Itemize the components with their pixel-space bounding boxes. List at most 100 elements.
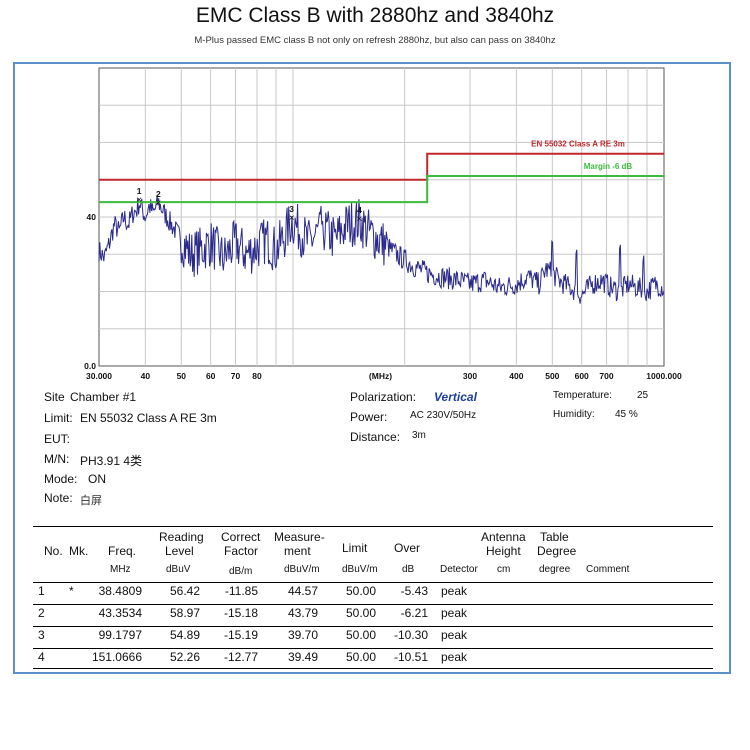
x-tick-label: 500 <box>545 371 559 381</box>
unit-measure: dBuV/m <box>284 564 320 575</box>
col-antenna-header-2: Height <box>486 544 521 558</box>
polarization-label: Polarization: <box>350 390 417 404</box>
table-cell-over: -10.30 <box>393 628 428 642</box>
unit-freq: MHz <box>110 564 131 575</box>
peak-marker-label: 4 <box>357 205 362 215</box>
unit-antenna: cm <box>497 564 511 575</box>
x-axis-label: (MHz) <box>369 371 392 381</box>
table-row-rule <box>33 648 713 649</box>
table-cell-limit: 50.00 <box>345 628 376 642</box>
table-cell-over: -5.43 <box>400 584 428 598</box>
table-cell-no: 3 <box>38 628 45 642</box>
peak-marker: × <box>155 198 161 209</box>
col-limit-header: Limit <box>342 541 368 555</box>
humidity-label: Humidity: <box>553 409 595 420</box>
x-tick-label: 60 <box>206 371 216 381</box>
col-freq-header: Freq. <box>108 544 137 558</box>
col-reading-header-2: Level <box>165 544 194 558</box>
table-row-rule <box>33 604 713 605</box>
peak-marker-label: 3 <box>289 204 294 214</box>
mode-value: ON <box>88 472 106 486</box>
report-frame <box>13 62 731 674</box>
margin-line <box>99 175 664 204</box>
x-tick-label: 50 <box>177 371 187 381</box>
peak-marker: × <box>357 214 363 225</box>
table-cell-no: 1 <box>38 584 45 598</box>
col-no-header: No. <box>44 544 63 558</box>
col-correct-header-1: Correct <box>221 530 261 544</box>
table-cell-freq: 151.0666 <box>91 650 142 664</box>
table-cell-reading: 56.42 <box>169 584 200 598</box>
unit-correct: dB/m <box>229 566 253 577</box>
emission-trace <box>98 194 665 304</box>
table-cell-detector: peak <box>441 584 468 598</box>
table-cell-reading: 52.26 <box>169 650 200 664</box>
note-value: 白屏 <box>80 494 102 507</box>
table-cell-correct: -12.77 <box>223 650 258 664</box>
polarization-value: Vertical <box>434 390 477 404</box>
table-cell-freq: 99.1797 <box>98 628 142 642</box>
unit-detector: Detector <box>440 564 478 575</box>
table-cell-measure: 39.70 <box>287 628 318 642</box>
table-cell-measure: 44.57 <box>287 584 318 598</box>
x-tick-label: 80 <box>252 371 262 381</box>
table-cell-no: 4 <box>38 650 45 664</box>
table-cell-freq: 43.3534 <box>98 606 142 620</box>
table-cell-over: -10.51 <box>393 650 428 664</box>
mn-label: M/N: <box>44 452 70 466</box>
mode-label: Mode: <box>44 472 78 486</box>
table-header-rule <box>33 582 713 583</box>
x-tick-label: 30.000 <box>86 371 112 381</box>
table-cell-detector: peak <box>441 628 468 642</box>
distance-label: Distance: <box>350 430 401 444</box>
col-antenna-header-1: Antenna <box>481 530 526 544</box>
y-tick-label: 40 <box>87 212 97 222</box>
page-subtitle: M-Plus passed EMC class B not only on re… <box>194 35 556 46</box>
col-mk-header: Mk. <box>69 544 89 558</box>
table-cell-correct: -11.85 <box>224 584 258 598</box>
table-cell-detector: peak <box>441 606 468 620</box>
col-table-header-1: Table <box>540 530 569 544</box>
unit-over: dB <box>402 564 415 575</box>
eut-label: EUT: <box>44 432 71 446</box>
peak-marker: × <box>136 195 142 206</box>
unit-reading: dBuV <box>166 564 191 575</box>
col-over-header: Over <box>394 541 421 555</box>
peak-marker-label: 2 <box>156 189 161 199</box>
unit-limit: dBuV/m <box>342 564 378 575</box>
peak-marker-label: 1 <box>137 186 142 196</box>
table-cell-correct: -15.18 <box>223 606 258 620</box>
note-label: Note: <box>44 491 73 505</box>
page-title: EMC Class B with 2880hz and 3840hz <box>195 4 555 27</box>
humidity-value: 45 % <box>615 409 638 420</box>
limit-line <box>99 152 664 181</box>
table-bottom-rule <box>33 668 713 669</box>
x-tick-label: 600 <box>575 371 589 381</box>
table-cell-mk: * <box>69 584 74 598</box>
temperature-label: Temperature: <box>553 390 612 401</box>
table-cell-freq: 38.4809 <box>98 584 142 598</box>
table-row-rule <box>33 626 713 627</box>
table-cell-correct: -15.19 <box>223 628 258 642</box>
table-cell-limit: 50.00 <box>345 650 376 664</box>
unit-comment: Comment <box>586 564 630 575</box>
x-tick-label: 40 <box>141 371 151 381</box>
x-tick-label: 300 <box>463 371 477 381</box>
table-cell-over: -6.21 <box>400 606 428 620</box>
col-correct-header-2: Factor <box>224 544 259 558</box>
limit-label: Limit: <box>44 411 73 425</box>
distance-value: 3m <box>412 430 426 441</box>
table-cell-detector: peak <box>441 650 468 664</box>
y-tick-label: 0.0 <box>84 361 96 371</box>
col-table-header-2: Degree <box>537 544 577 558</box>
x-tick-label: 1000.000 <box>646 371 682 381</box>
temperature-value: 25 <box>637 390 649 401</box>
table-cell-reading: 54.89 <box>169 628 200 642</box>
mn-value: PH3.91 4类 <box>80 454 143 468</box>
x-tick-label: 70 <box>231 371 241 381</box>
table-cell-no: 2 <box>38 606 45 620</box>
col-measure-header-1: Measure- <box>274 530 325 544</box>
margin-line-label: Margin -6 dB <box>584 162 633 171</box>
x-tick-label: 400 <box>509 371 523 381</box>
